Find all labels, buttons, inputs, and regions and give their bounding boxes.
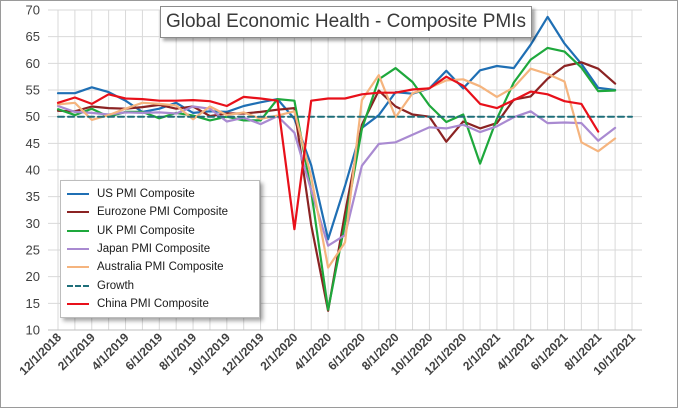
legend-label: Growth [97, 279, 135, 292]
legend-swatch [67, 284, 89, 287]
x-tick-labels: 12/1/20182/1/20194/1/20196/1/20198/1/201… [16, 330, 638, 378]
legend-label: US PMI Composite [97, 188, 195, 201]
y-tick-label: 60 [26, 56, 40, 71]
y-tick-label: 40 [26, 163, 40, 178]
legend-entry: Growth [67, 276, 253, 294]
legend-label: UK PMI Composite [97, 224, 195, 237]
y-tick-label: 50 [26, 109, 40, 124]
x-tick-label: 12/1/2018 [16, 330, 64, 378]
legend-swatch [67, 229, 89, 232]
y-tick-label: 65 [26, 29, 40, 44]
chart-title: Global Economic Health - Composite PMIs [165, 11, 527, 32]
series-line-0 [56, 15, 617, 241]
y-tick-label: 25 [26, 243, 40, 258]
series-line-2 [56, 46, 617, 311]
legend-swatch [67, 302, 89, 305]
series-line-6 [56, 75, 600, 231]
legend-entry: China PMI Composite [67, 295, 253, 313]
series-line-3 [56, 104, 617, 247]
legend-label: Eurozone PMI Composite [97, 206, 229, 219]
legend-swatch [67, 193, 89, 196]
series-lines [56, 15, 633, 312]
chart-title-box: Global Economic Health - Composite PMIs [160, 6, 532, 38]
legend-entry: Eurozone PMI Composite [67, 203, 253, 221]
y-tick-labels: 10 15 20 25 30 35 40 45 50 55 60 65 70 [26, 3, 40, 338]
series-line-4 [56, 67, 617, 269]
y-tick-label: 10 [26, 323, 40, 338]
y-tick-label: 20 [26, 269, 40, 284]
y-tick-label: 45 [26, 136, 40, 151]
legend-entry: US PMI Composite [67, 185, 253, 203]
y-tick-label: 70 [26, 3, 40, 18]
legend-swatch [67, 211, 89, 214]
y-tick-label: 15 [26, 296, 40, 311]
legend-entry: Australia PMI Composite [67, 258, 253, 276]
chart-legend: US PMI Composite Eurozone PMI Composite UK… [60, 180, 260, 318]
y-tick-label: 55 [26, 83, 40, 98]
legend-entry: Japan PMI Composite [67, 240, 253, 258]
legend-label: Australia PMI Composite [97, 261, 224, 274]
y-tick-label: 30 [26, 216, 40, 231]
legend-label: China PMI Composite [97, 297, 209, 310]
legend-entry: UK PMI Composite [67, 222, 253, 240]
legend-swatch [67, 248, 89, 251]
legend-swatch [67, 266, 89, 269]
legend-label: Japan PMI Composite [97, 243, 211, 256]
y-tick-label: 35 [26, 189, 40, 204]
